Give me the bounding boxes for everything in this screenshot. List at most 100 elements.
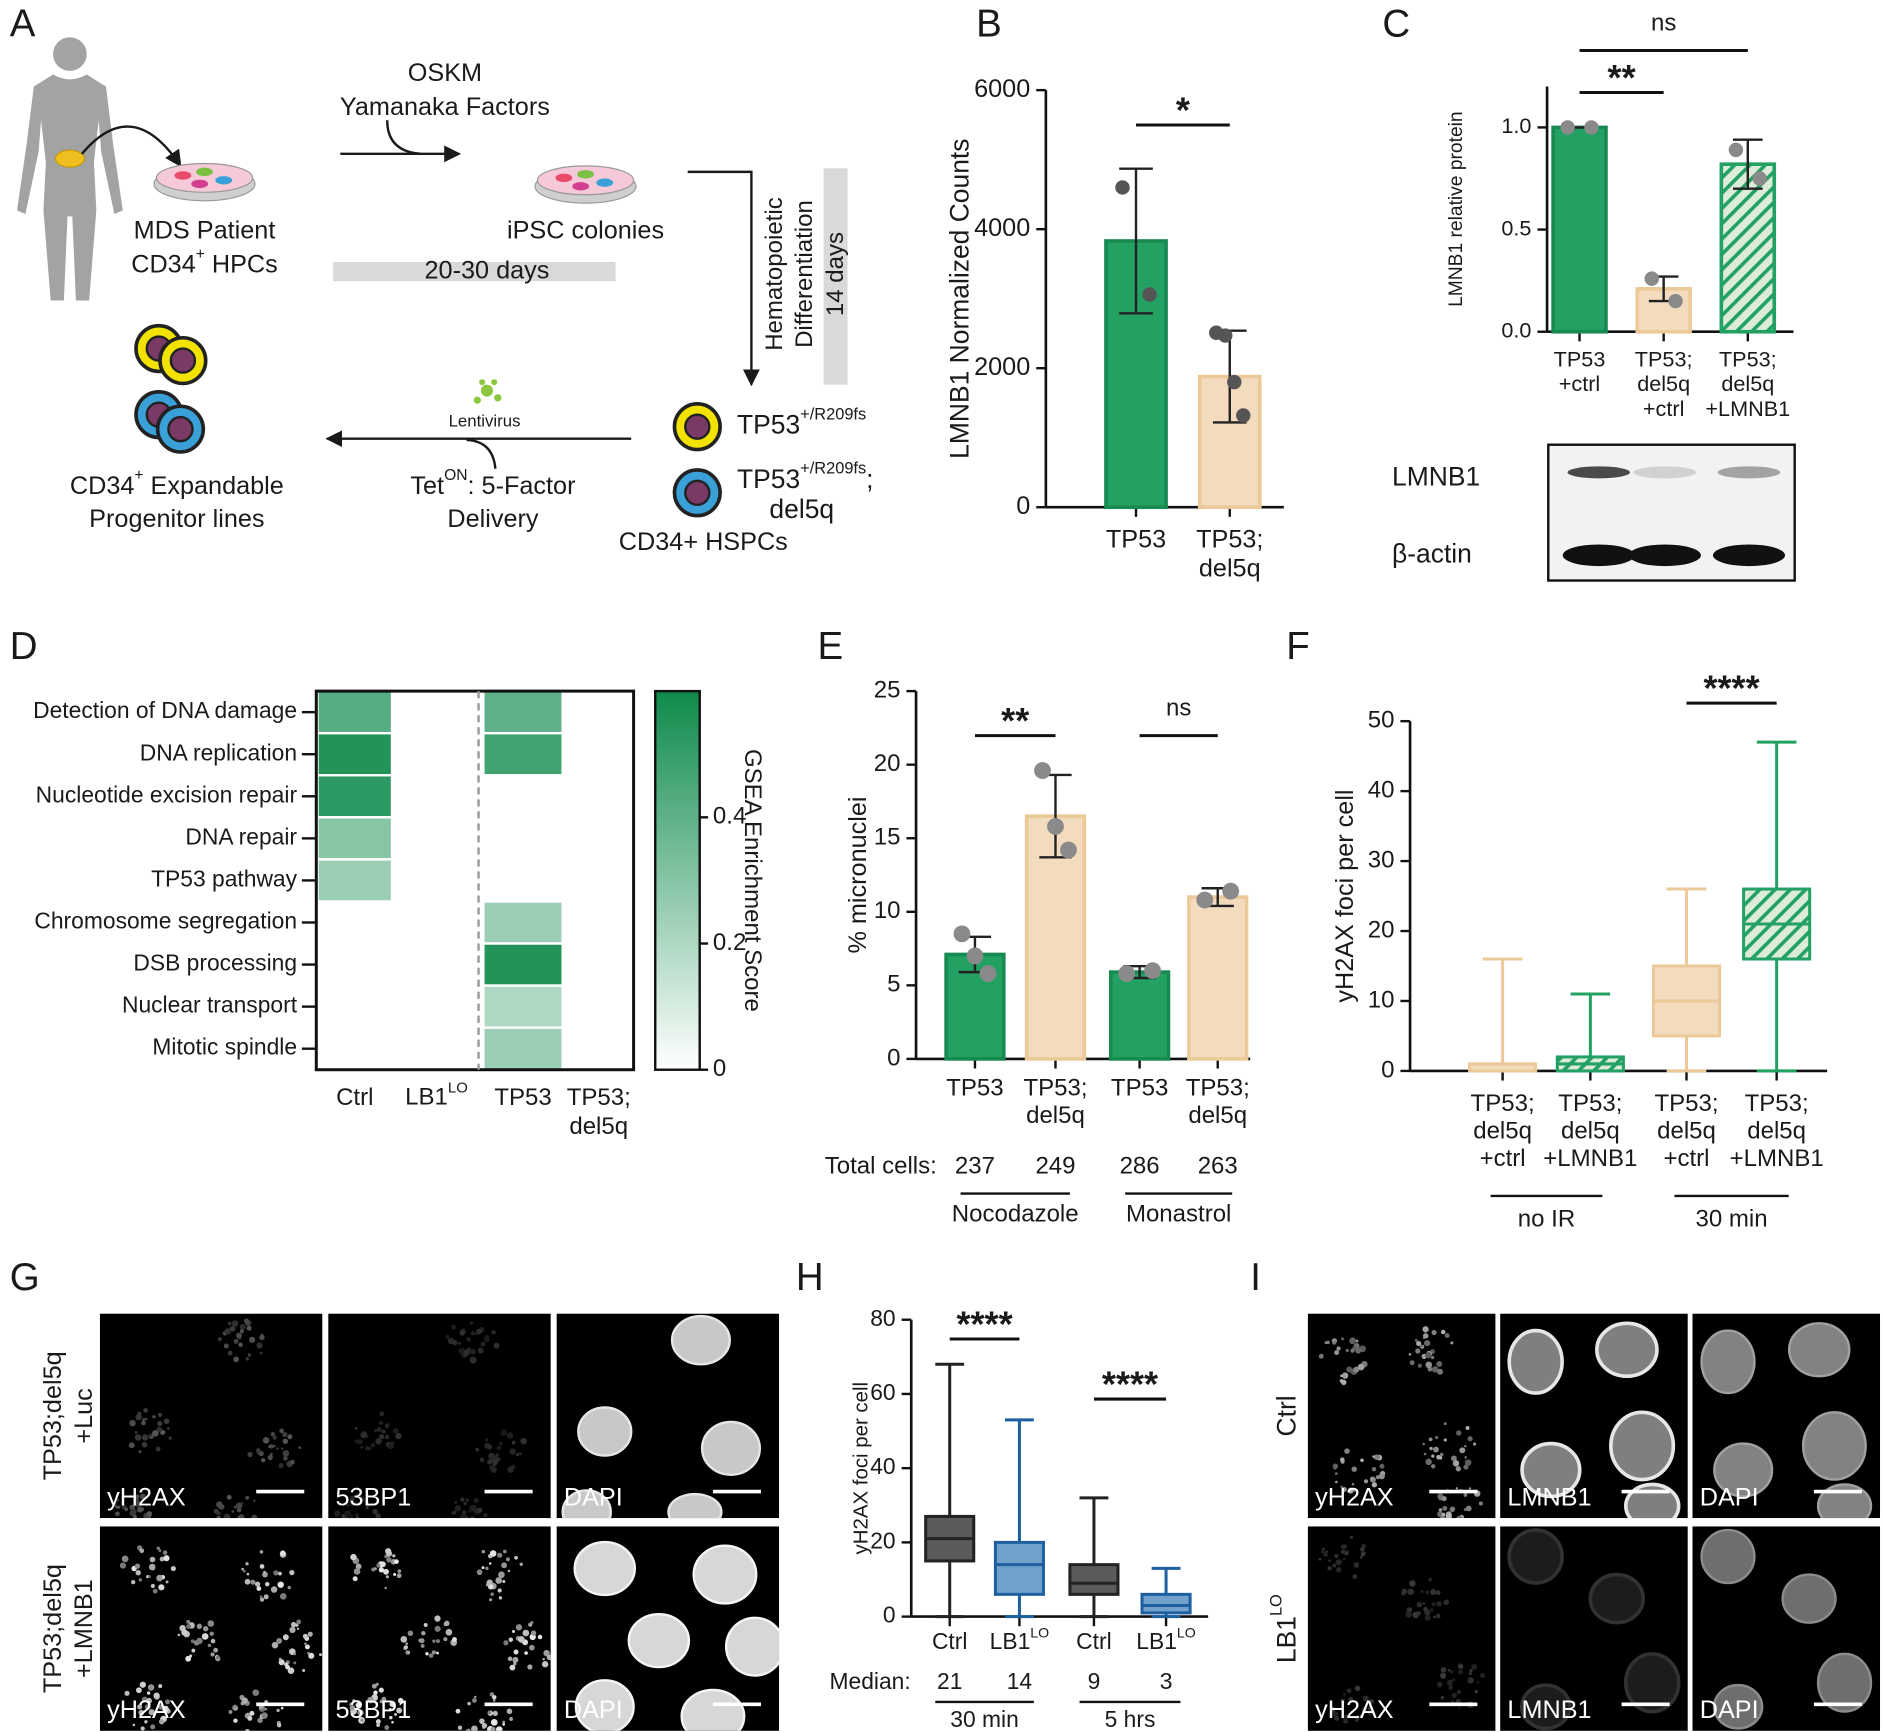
- focus: [473, 1522, 477, 1526]
- focus: [1340, 1549, 1346, 1555]
- focus: [376, 1427, 382, 1432]
- focus: [1348, 1696, 1354, 1702]
- focus: [273, 1570, 279, 1576]
- x-tick-label: TP53;: [1719, 346, 1777, 371]
- focus: [370, 1442, 376, 1448]
- group-label: 5 hrs: [1105, 1706, 1156, 1732]
- focus: [190, 1639, 195, 1644]
- row-value: 9: [1088, 1668, 1101, 1694]
- x-tick-label: TP53: [1554, 346, 1606, 371]
- data-point: [1560, 120, 1575, 135]
- focus: [352, 1699, 356, 1703]
- focus: [432, 1639, 436, 1643]
- focus: [419, 1638, 425, 1644]
- virus: [480, 384, 493, 397]
- pelvis: [54, 149, 85, 168]
- channel-label: DAPI: [1700, 1483, 1759, 1511]
- focus: [374, 1429, 377, 1432]
- label: Delivery: [447, 505, 539, 533]
- label: TP53+/R209fs;: [737, 460, 874, 494]
- focus: [157, 1412, 163, 1417]
- focus: [1334, 1553, 1339, 1559]
- focus: [150, 1724, 156, 1730]
- focus: [227, 1518, 232, 1523]
- focus: [354, 1426, 358, 1430]
- focus: [349, 1514, 354, 1518]
- focus: [452, 1637, 457, 1642]
- focus: [136, 1506, 144, 1513]
- focus: [481, 1549, 486, 1554]
- focus: [181, 1629, 188, 1636]
- focus: [493, 1342, 500, 1349]
- micrograph-content: [573, 1540, 780, 1731]
- colorbar-tick-label: 0.2: [713, 929, 746, 956]
- y-tick-label: 30: [1368, 846, 1395, 873]
- whisker-low: [1666, 1035, 1707, 1073]
- dish: [536, 165, 635, 196]
- colony: [577, 170, 594, 179]
- focus: [235, 1502, 243, 1509]
- data-point: [1222, 882, 1240, 900]
- label-part: ;: [866, 464, 873, 494]
- significance-label: ns: [1166, 694, 1191, 721]
- focus: [141, 1441, 148, 1448]
- focus: [471, 1725, 478, 1731]
- nucleus: [574, 1679, 635, 1731]
- group-label: Monastrol: [1126, 1201, 1231, 1228]
- column-label: TP53;: [567, 1084, 631, 1111]
- whisker-high: [1482, 957, 1523, 1064]
- focus: [445, 1628, 453, 1636]
- focus: [1359, 1555, 1363, 1559]
- bar: [1187, 895, 1249, 1061]
- focus: [384, 1554, 388, 1559]
- data-point: [1144, 962, 1162, 980]
- focus: [515, 1452, 520, 1457]
- focus: [1341, 1372, 1349, 1379]
- focus: [276, 1447, 279, 1450]
- focus: [542, 1657, 545, 1661]
- colorbar-tick-label: 0.4: [713, 803, 746, 830]
- row-label-part: LO: [1268, 1594, 1286, 1616]
- focus: [1449, 1670, 1454, 1674]
- focus: [451, 1324, 457, 1330]
- focus: [170, 1566, 176, 1572]
- focus: [119, 1562, 127, 1569]
- row-value: 249: [1035, 1152, 1075, 1179]
- focus: [1355, 1339, 1359, 1343]
- focus: [537, 1634, 543, 1640]
- focus: [1424, 1339, 1431, 1347]
- focus: [486, 1583, 490, 1587]
- micrograph-content: [1318, 1326, 1483, 1519]
- focus: [1464, 1459, 1472, 1466]
- focus: [391, 1720, 394, 1724]
- focus: [434, 1615, 441, 1622]
- data-point: [1227, 374, 1242, 390]
- focus: [375, 1438, 382, 1445]
- focus: [1451, 1692, 1457, 1699]
- focus: [1422, 1326, 1429, 1333]
- focus: [133, 1514, 137, 1519]
- label-part: +/R209fs: [800, 406, 866, 424]
- focus: [1417, 1363, 1422, 1368]
- focus: [162, 1705, 169, 1713]
- focus: [148, 1433, 152, 1438]
- focus: [129, 1495, 132, 1498]
- row-label: DNA replication: [140, 739, 297, 765]
- label-part: +: [196, 246, 205, 263]
- focus: [112, 1502, 118, 1508]
- focus: [459, 1330, 465, 1336]
- focus: [1318, 1353, 1324, 1359]
- column-label-part: LO: [448, 1080, 468, 1096]
- focus: [143, 1407, 149, 1413]
- focus: [163, 1418, 170, 1425]
- focus: [1347, 1487, 1354, 1494]
- virus: [479, 379, 486, 386]
- focus: [498, 1596, 503, 1600]
- focus: [278, 1571, 282, 1576]
- focus: [481, 1722, 488, 1729]
- panel-letter: F: [1286, 625, 1310, 668]
- row-value: 3: [1160, 1668, 1173, 1694]
- focus: [245, 1357, 249, 1361]
- focus: [279, 1592, 287, 1600]
- focus: [479, 1457, 485, 1463]
